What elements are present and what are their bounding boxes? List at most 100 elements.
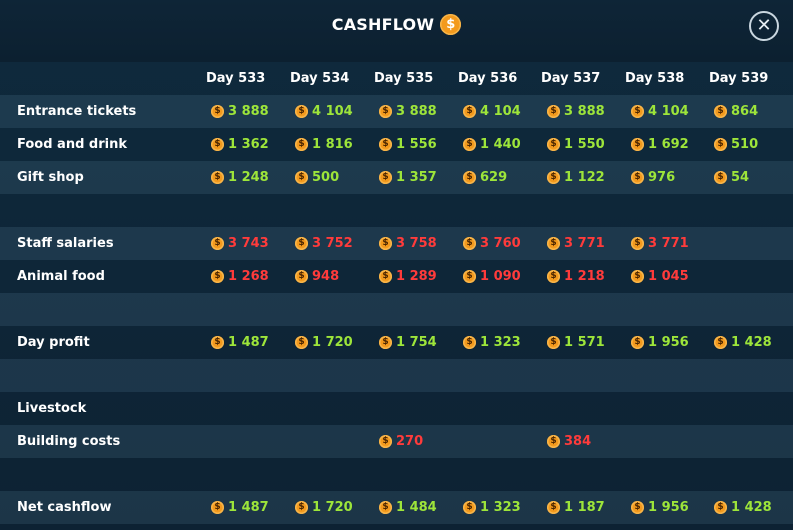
value-cell: $3 888 [211,95,269,128]
value-text: 1 484 [396,500,437,515]
coin-icon: $ [463,336,476,349]
coin-icon: $ [547,270,560,283]
value-text: 1 357 [396,170,437,185]
value-cell: $1 754 [379,326,437,359]
value-text: 1 956 [648,500,689,515]
coin-icon: $ [547,501,560,514]
value-text: 1 487 [228,335,269,350]
coin-icon: $ [714,105,727,118]
value-text: 1 571 [564,335,605,350]
value-cell: $1 090 [463,260,521,293]
value-cell: $1 487 [211,326,269,359]
value-cell: $1 187 [547,491,605,524]
coin-icon: $ [440,14,462,35]
coin-icon: $ [295,336,308,349]
value-cell: $1 268 [211,260,269,293]
value-cell: $3 758 [379,227,437,260]
table-spacer-row [0,293,793,326]
row-label: Food and drink [17,137,127,152]
coin-icon: $ [714,171,727,184]
value-cell: $1 571 [547,326,605,359]
value-text: 3 888 [396,104,437,119]
value-text: 1 428 [731,335,772,350]
coin-icon: $ [211,105,224,118]
value-cell: $1 956 [631,491,689,524]
table-spacer-row [0,194,793,227]
row-label: Gift shop [17,170,84,185]
coin-icon: $ [631,501,644,514]
value-cell: $1 289 [379,260,437,293]
value-cell: $1 692 [631,128,689,161]
coin-icon: $ [379,237,392,250]
value-text: 4 104 [312,104,353,119]
coin-icon: $ [295,501,308,514]
row-label: Staff salaries [17,236,114,251]
row-label: Net cashflow [17,500,112,515]
coin-icon: $ [379,105,392,118]
value-text: 864 [731,104,759,119]
coin-icon: $ [547,105,560,118]
value-cell: $3 888 [379,95,437,128]
value-cell: $1 045 [631,260,689,293]
coin-icon: $ [631,138,644,151]
value-cell: $1 484 [379,491,437,524]
value-cell: $1 362 [211,128,269,161]
table-row: Day profit $1 487 $1 720 $1 754 $1 323 $1 571… [0,326,793,359]
value-cell: $1 357 [379,161,437,194]
value-text: 1 720 [312,500,353,515]
value-text: 3 888 [228,104,269,119]
value-text: 1 323 [480,335,521,350]
coin-icon: $ [379,501,392,514]
column-header-day: Day 537 [541,71,601,86]
value-text: 1 816 [312,137,353,152]
coin-icon: $ [631,237,644,250]
coin-icon: $ [463,138,476,151]
value-text: 4 104 [480,104,521,119]
value-text: 1 248 [228,170,269,185]
coin-icon: $ [547,435,560,448]
coin-icon: $ [295,105,308,118]
value-cell: $1 428 [714,326,772,359]
value-cell: $1 720 [295,491,353,524]
value-cell: $3 888 [547,95,605,128]
value-text: 1 956 [648,335,689,350]
value-text: 1 550 [564,137,605,152]
table-row: Building costs $270 $384 [0,425,793,458]
table-row: Net cashflow $1 487 $1 720 $1 484 $1 323 $1 1… [0,491,793,524]
value-text: 3 771 [648,236,689,251]
value-cell: $1 323 [463,491,521,524]
coin-icon: $ [547,336,560,349]
coin-icon: $ [463,171,476,184]
row-label: Livestock [17,401,87,416]
coin-icon: $ [631,336,644,349]
coin-icon: $ [379,435,392,448]
close-button[interactable]: ✕ [749,11,779,41]
value-text: 1 090 [480,269,521,284]
column-header-day: Day 535 [374,71,434,86]
value-text: 1 323 [480,500,521,515]
value-text: 3 771 [564,236,605,251]
coin-icon: $ [211,501,224,514]
coin-icon: $ [631,270,644,283]
coin-icon: $ [379,138,392,151]
value-cell: $1 556 [379,128,437,161]
coin-icon: $ [211,138,224,151]
value-cell: $3 743 [211,227,269,260]
value-text: 54 [731,170,750,185]
table-header-row: Day 533 Day 534 Day 535 Day 536 Day 537 Day 5… [0,62,793,95]
value-text: 510 [731,137,759,152]
page-title: CASHFLOW [331,15,435,34]
coin-icon: $ [211,270,224,283]
row-label: Day profit [17,335,90,350]
value-cell: $864 [714,95,758,128]
coin-icon: $ [295,270,308,283]
coin-icon: $ [631,171,644,184]
coin-icon: $ [295,138,308,151]
column-header-day: Day 534 [290,71,350,86]
value-cell: $500 [295,161,339,194]
coin-icon: $ [463,270,476,283]
value-text: 500 [312,170,340,185]
coin-icon: $ [547,138,560,151]
coin-icon: $ [547,171,560,184]
table-row: Staff salaries $3 743 $3 752 $3 758 $3 760 $3… [0,227,793,260]
